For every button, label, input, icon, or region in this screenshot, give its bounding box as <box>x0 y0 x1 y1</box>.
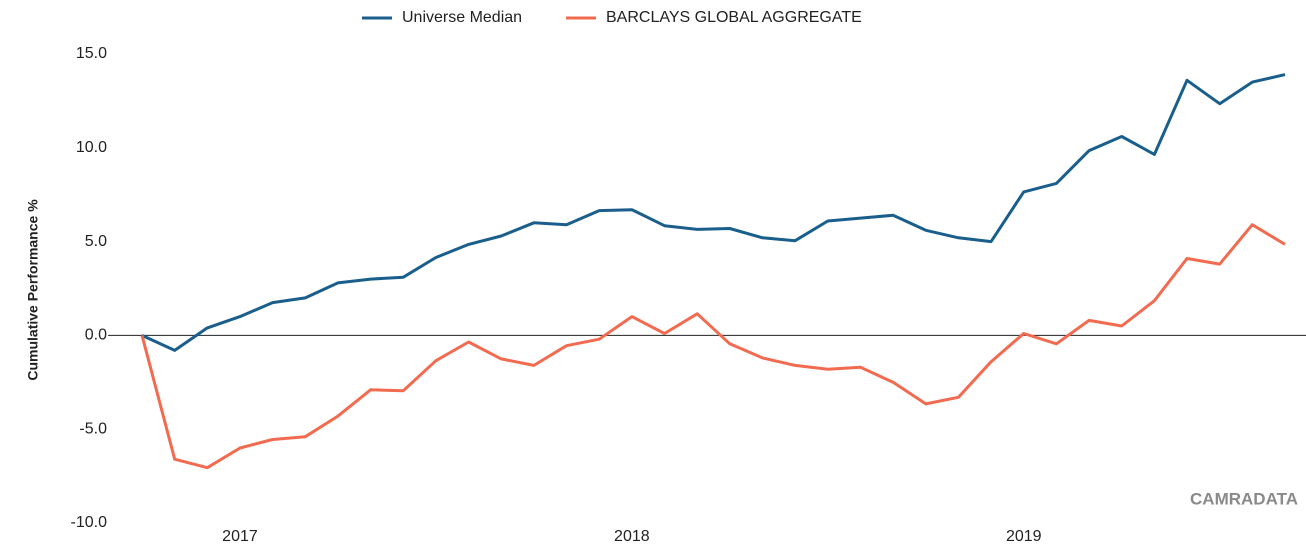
y-axis-label: Cumulative Performance % <box>25 199 41 381</box>
legend-label: BARCLAYS GLOBAL AGGREGATE <box>606 9 862 26</box>
y-tick-label: 10.0 <box>76 139 107 156</box>
watermark: CAMRADATA <box>1190 489 1298 508</box>
y-tick-label: 5.0 <box>85 233 107 250</box>
x-tick-label: 2018 <box>614 528 650 545</box>
legend-label: Universe Median <box>402 9 522 26</box>
x-tick-label: 2017 <box>222 528 258 545</box>
y-tick-label: 15.0 <box>76 45 107 62</box>
x-tick-label: 2019 <box>1006 528 1042 545</box>
y-tick-label: -10.0 <box>71 514 108 531</box>
y-tick-label: 0.0 <box>85 327 107 344</box>
series-line <box>141 73 1286 352</box>
series-line <box>140 223 1286 470</box>
y-tick-label: -5.0 <box>79 420 107 437</box>
